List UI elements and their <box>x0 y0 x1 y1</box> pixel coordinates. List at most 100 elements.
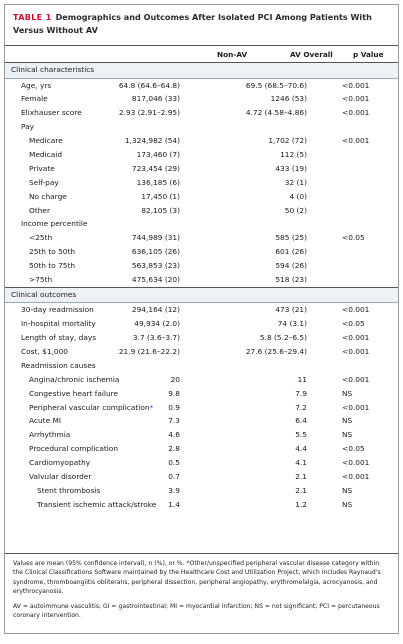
table-row: In-hospital mortality 49,934 (2.0) 74 (3.1… <box>5 317 398 331</box>
row-label: Procedural complication <box>29 442 118 456</box>
cell-non-av: 49,934 (2.0) <box>134 319 180 329</box>
cell-av-overall: 4.4 <box>295 444 307 454</box>
row-label: 25th to 50th <box>29 245 75 259</box>
cell-non-av: 7.3 <box>168 416 180 426</box>
cell-av-overall: 5.5 <box>295 430 307 440</box>
cell-av-overall: 7.9 <box>295 388 307 398</box>
row-label-text: No charge <box>29 191 67 201</box>
cell-av-overall: 601 (26) <box>275 247 307 257</box>
section-header-row: Clinical characteristics <box>5 62 398 79</box>
row-label: Other <box>29 204 50 218</box>
row-label: Medicaid <box>29 148 62 162</box>
table-row: Readmission causes <box>5 359 398 373</box>
row-label-text: 50th to 75th <box>29 261 76 271</box>
cell-av-overall: 112 (5) <box>280 149 307 159</box>
cell-p-value: NS <box>342 485 353 495</box>
cell-non-av: 0.7 <box>168 472 180 482</box>
cell-p-value: <0.001 <box>342 333 370 343</box>
row-label-text: In-hospital mortality <box>21 319 96 329</box>
cell-p-value: <0.001 <box>342 136 370 146</box>
row-label-text: Readmission causes <box>21 360 96 370</box>
cell-p-value: <0.001 <box>342 402 370 412</box>
cell-av-overall: 4.1 <box>295 458 307 468</box>
cell-av-overall: 518 (23) <box>275 274 307 284</box>
row-label: Arrhythmia <box>29 428 70 442</box>
row-label: 50th to 75th <box>29 259 75 273</box>
cell-av-overall: 2.1 <box>295 485 307 495</box>
row-label-text: Other <box>29 205 50 215</box>
row-label-text: <25th <box>29 233 53 243</box>
table-row: Transient ischemic attack/stroke 1.4 1.2 NS <box>5 498 398 512</box>
row-label-text: Transient ischemic attack/stroke <box>37 499 157 509</box>
cell-non-av: 21.9 (21.6–22.2) <box>118 347 180 357</box>
row-label: Angina/chronic ischemia <box>29 373 119 387</box>
table-row: Length of stay, days 3.7 (3.6–3.7) 5.8 (5.… <box>5 331 398 345</box>
row-label-text: Acute MI <box>29 416 62 426</box>
cell-non-av: 4.6 <box>168 430 180 440</box>
row-label: 30-day readmission <box>21 303 94 317</box>
cell-p-value: NS <box>342 416 353 426</box>
cell-av-overall: 585 (25) <box>275 233 307 243</box>
cell-av-overall: 4.72 (4.58–4.86) <box>245 108 307 118</box>
row-label: Medicare <box>29 134 63 148</box>
row-label-text: Private <box>29 163 55 173</box>
row-label-text: Income percentile <box>21 219 88 229</box>
row-label-text: Valvular disorder <box>29 472 92 482</box>
cell-p-value: <0.001 <box>342 80 370 90</box>
cell-av-overall: 1.2 <box>295 499 307 509</box>
table-row: Arrhythmia 4.6 5.5 NS <box>5 428 398 442</box>
row-label: Peripheral vascular complication* <box>29 401 153 415</box>
cell-non-av: 3.7 (3.6–3.7) <box>132 333 180 343</box>
row-label-text: Arrhythmia <box>29 430 71 440</box>
row-label: Acute MI <box>29 414 61 428</box>
table-row: Age, yrs 64.8 (64.6–64.8) 69.5 (68.5–70.6)… <box>5 79 398 93</box>
row-label-text: >75th <box>29 274 53 284</box>
cell-av-overall: 4 (0) <box>289 191 307 201</box>
row-label: Female <box>21 92 48 106</box>
cell-non-av: 294,164 (12) <box>131 305 180 315</box>
row-label: Elixhauser score <box>21 106 82 120</box>
table-row: Private 723,454 (29) 433 (19) <box>5 162 398 176</box>
cell-non-av: 563,853 (23) <box>131 261 180 271</box>
row-label-text: 30-day readmission <box>21 305 94 315</box>
cell-p-value: NS <box>342 430 353 440</box>
cell-av-overall: 473 (21) <box>275 305 307 315</box>
cell-non-av: 1.4 <box>168 499 180 509</box>
table-row: Income percentile <box>5 217 398 231</box>
cell-av-overall: 27.6 (25.6–29.4) <box>245 347 307 357</box>
table-row: Angina/chronic ischemia 20 11 <0.001 <box>5 373 398 387</box>
row-label: No charge <box>29 190 67 204</box>
table-row: <25th 744,989 (31) 585 (25) <0.05 <box>5 231 398 245</box>
cell-av-overall: 7.2 <box>295 402 307 412</box>
cell-av-overall: 433 (19) <box>275 163 307 173</box>
section-header-row: Clinical outcomes <box>5 286 398 304</box>
table-title-text: Demographics and Outcomes After Isolated… <box>13 12 372 35</box>
cell-av-overall: 2.1 <box>295 472 307 482</box>
footnote-marker: * <box>149 402 154 412</box>
row-label: In-hospital mortality <box>21 317 96 331</box>
table-row: 30-day readmission 294,164 (12) 473 (21) <0… <box>5 303 398 317</box>
cell-non-av: 2.93 (2.91–2.95) <box>118 108 180 118</box>
cell-non-av: 136,185 (6) <box>136 177 180 187</box>
cell-p-value: NS <box>342 499 353 509</box>
column-header-av-overall: AV Overall <box>290 50 333 59</box>
row-label-text: 25th to 50th <box>29 247 76 257</box>
cell-non-av: 1,324,982 (54) <box>124 136 180 146</box>
row-label: Private <box>29 162 55 176</box>
row-label-text: Age, yrs <box>21 80 52 90</box>
table-row: Peripheral vascular complication* 0.9 7.2 <… <box>5 401 398 415</box>
table-row: No charge 17,450 (1) 4 (0) <box>5 190 398 204</box>
table-row: Valvular disorder 0.7 2.1 <0.001 <box>5 470 398 484</box>
row-label: Self-pay <box>29 176 59 190</box>
cell-av-overall: 69.5 (68.5–70.6) <box>245 80 307 90</box>
row-label: Age, yrs <box>21 79 51 93</box>
cell-non-av: 723,454 (29) <box>131 163 180 173</box>
row-label-text: Angina/chronic ischemia <box>29 374 120 384</box>
section-label: Clinical outcomes <box>11 289 77 299</box>
cell-non-av: 17,450 (1) <box>141 191 180 201</box>
cell-av-overall: 1,702 (72) <box>268 136 307 146</box>
table-row: Acute MI 7.3 6.4 NS <box>5 414 398 428</box>
cell-av-overall: 5.8 (5.2–6.5) <box>259 333 307 343</box>
row-label-text: Peripheral vascular complication <box>29 402 150 412</box>
row-label-text: Elixhauser score <box>21 108 82 118</box>
